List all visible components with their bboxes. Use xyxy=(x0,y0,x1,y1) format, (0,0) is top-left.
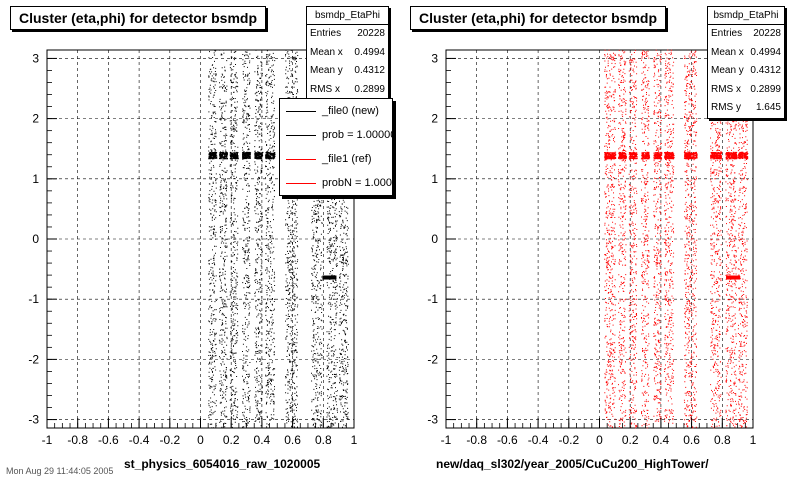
y-tick-label: -1 xyxy=(427,292,438,306)
right-stats-name: bsmdp_EtaPhi xyxy=(708,7,784,25)
x-tick-label: -0.2 xyxy=(558,433,579,447)
x-tick-label: -0.6 xyxy=(98,433,119,447)
y-tick-label: 3 xyxy=(32,51,39,65)
x-tick-label: -0.6 xyxy=(497,433,518,447)
legend-entry: probN = 1.000000 xyxy=(280,171,392,195)
x-tick-label: -0.8 xyxy=(466,433,487,447)
stats-label: Mean x xyxy=(310,46,343,58)
x-tick-label: 0.6 xyxy=(284,433,301,447)
right-stats-row-rmsx: RMS x 0.2899 xyxy=(708,81,784,100)
left-stats-row-meanx: Mean x 0.4994 xyxy=(307,44,388,63)
stats-value: 20228 xyxy=(753,28,781,39)
legend-label: probN = 1.000000 xyxy=(322,177,393,189)
y-tick-label: -2 xyxy=(427,352,438,366)
right-stats-row-rmsy: RMS y 1.645 xyxy=(708,99,784,118)
legend-entry: prob = 1.000000 xyxy=(280,123,392,147)
legend-swatch xyxy=(286,182,316,184)
stats-label: Entries xyxy=(711,28,743,39)
x-tick-label: 0 xyxy=(197,433,204,447)
x-tick-label: 0.2 xyxy=(622,433,639,447)
x-tick-label: -0.4 xyxy=(129,433,150,447)
right-stats-box: bsmdp_EtaPhi Entries 20228 Mean x 0.4994 M… xyxy=(707,6,785,119)
x-tick-label: 0.8 xyxy=(714,433,731,447)
x-tick-label: -0.8 xyxy=(67,433,88,447)
y-tick-label: 1 xyxy=(32,172,39,186)
y-tick-label: -3 xyxy=(427,413,438,427)
x-tick-label: -1 xyxy=(441,433,452,447)
legend-entry: _file0 (new) xyxy=(280,99,392,123)
right-stats-row-meany: Mean y 0.4312 xyxy=(708,62,784,81)
legend-swatch xyxy=(286,134,316,136)
x-tick-label: 0.2 xyxy=(223,433,240,447)
stats-label: RMS x xyxy=(711,83,741,95)
left-x-axis-label: st_physics_6054016_raw_1020005 xyxy=(124,457,321,471)
x-tick-label: 0.6 xyxy=(683,433,700,447)
right-chart-title: Cluster (eta,phi) for detector bsmdp xyxy=(410,6,667,30)
stats-value: 0.2899 xyxy=(750,83,781,95)
x-tick-label: -0.4 xyxy=(528,433,549,447)
dense-spot xyxy=(726,275,741,280)
left-stats-name: bsmdp_EtaPhi xyxy=(307,7,388,25)
y-tick-label: -2 xyxy=(28,352,39,366)
y-tick-label: -1 xyxy=(28,292,39,306)
y-tick-label: 1 xyxy=(431,172,438,186)
x-tick-label: 0 xyxy=(596,433,603,447)
legend-swatch xyxy=(286,110,316,112)
left-stats-row-entries: Entries 20228 xyxy=(307,25,388,44)
stats-label: RMS y xyxy=(711,102,741,113)
stats-value: 1.645 xyxy=(755,102,781,113)
left-chart-title: Cluster (eta,phi) for detector bsmdp xyxy=(10,6,267,30)
stats-value: 0.4994 xyxy=(354,46,385,58)
right-stats-row-entries: Entries 20228 xyxy=(708,25,784,44)
right-x-axis-label: new/daq_sl302/year_2005/CuCu200_HighTowe… xyxy=(436,457,709,471)
y-tick-label: 2 xyxy=(32,112,39,126)
dense-spot xyxy=(322,275,337,280)
stats-label: RMS x xyxy=(310,83,340,95)
right-panel: -1 -0.8 -0.6 -0.4 -0.2 0 0.2 0.4 0.6 0.8 1 -3 -2 -1 0 1… xyxy=(427,49,757,447)
y-tick-label: 3 xyxy=(431,51,438,65)
legend-swatch xyxy=(286,158,316,160)
legend-entry: _file1 (ref) xyxy=(280,147,392,171)
x-tick-label: 0.4 xyxy=(653,433,670,447)
scatter-points xyxy=(604,49,749,429)
x-tick-label: 1 xyxy=(351,433,358,447)
footer-timestamp: Mon Aug 29 11:44:05 2005 xyxy=(6,466,114,476)
stats-value: 0.4312 xyxy=(354,65,385,76)
x-tick-label: 0.8 xyxy=(315,433,332,447)
legend-label: _file0 (new) xyxy=(322,105,379,117)
y-tick-label: -3 xyxy=(28,413,39,427)
stats-value: 0.4994 xyxy=(750,46,781,58)
legend-label: prob = 1.000000 xyxy=(322,129,392,141)
stats-label: Entries xyxy=(310,28,342,39)
stats-value: 0.2899 xyxy=(354,83,385,95)
stats-value: 0.4312 xyxy=(750,65,781,76)
stats-label: Mean y xyxy=(310,65,343,76)
legend-label: _file1 (ref) xyxy=(322,153,372,165)
right-stats-row-meanx: Mean x 0.4994 xyxy=(708,44,784,63)
left-legend: _file0 (new) prob = 1.000000 _file1 (ref… xyxy=(279,98,393,196)
left-stats-row-rmsx: RMS x 0.2899 xyxy=(307,81,388,100)
y-tick-label: 0 xyxy=(431,232,438,246)
left-stats-row-meany: Mean y 0.4312 xyxy=(307,62,388,81)
x-tick-label: 0.4 xyxy=(254,433,271,447)
stats-label: Mean x xyxy=(711,46,744,58)
stats-value: 20228 xyxy=(357,28,385,39)
x-tick-label: 1 xyxy=(750,433,757,447)
left-stats-box: bsmdp_EtaPhi Entries 20228 Mean x 0.4994 M… xyxy=(306,6,389,100)
stats-label: Mean y xyxy=(711,65,744,76)
y-tick-label: 0 xyxy=(32,232,39,246)
x-tick-label: -0.2 xyxy=(159,433,180,447)
y-tick-label: 2 xyxy=(431,112,438,126)
x-tick-label: -1 xyxy=(42,433,53,447)
